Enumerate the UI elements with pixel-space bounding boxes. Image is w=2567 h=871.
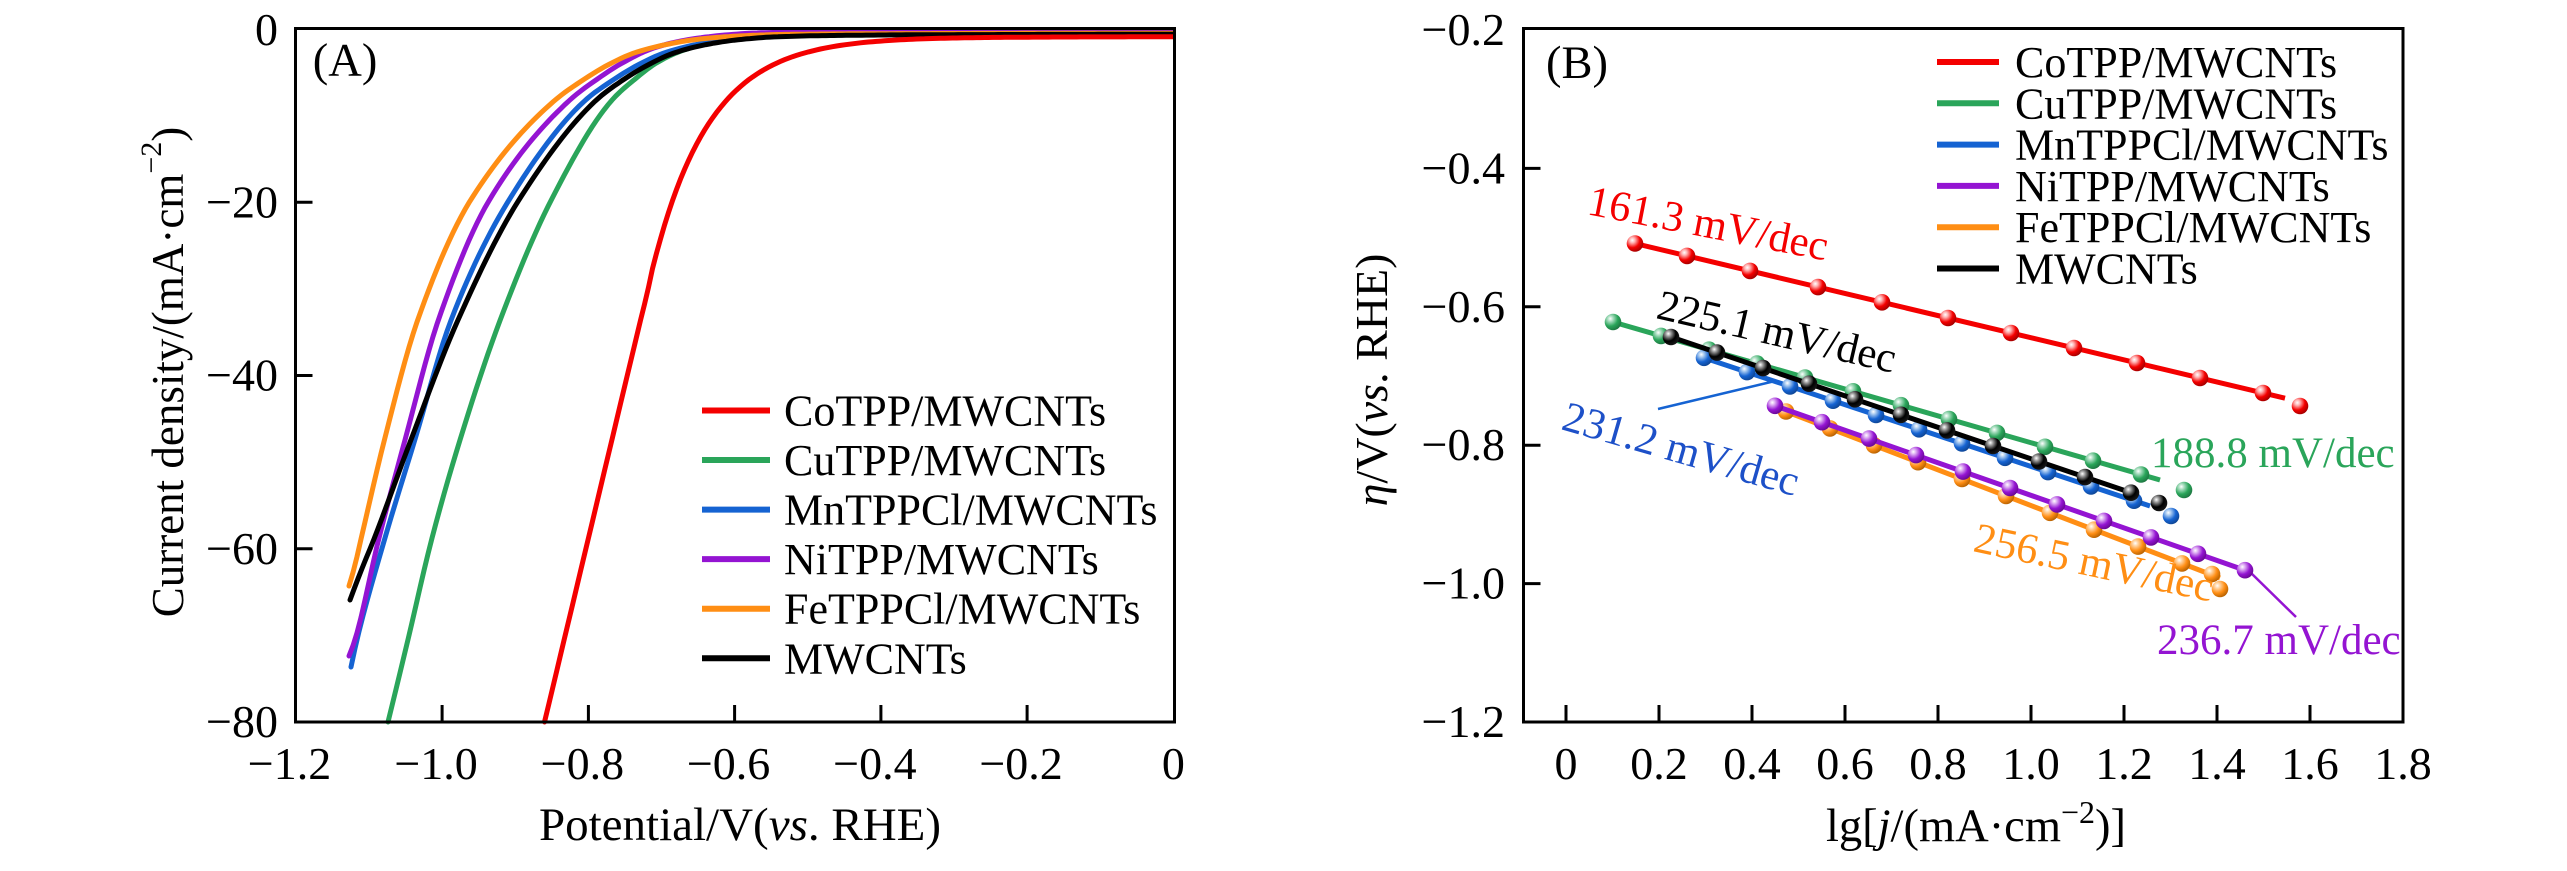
svg-text:−0.2: −0.2 [979, 738, 1062, 789]
svg-text:0: 0 [1162, 738, 1185, 789]
svg-text:CoTPP/MWCNTs: CoTPP/MWCNTs [784, 387, 1106, 436]
svg-text:MWCNTs: MWCNTs [784, 634, 967, 683]
svg-text:−80: −80 [206, 696, 278, 747]
svg-text:−1.2: −1.2 [1422, 696, 1505, 747]
svg-text:−0.2: −0.2 [1422, 4, 1505, 55]
svg-text:CuTPP/MWCNTs: CuTPP/MWCNTs [784, 436, 1106, 485]
svg-text:CuTPP/MWCNTs: CuTPP/MWCNTs [2015, 79, 2337, 128]
svg-text:η/V(vs. RHE): η/V(vs. RHE) [1346, 254, 1397, 507]
svg-text:−0.6: −0.6 [687, 738, 770, 789]
svg-text:−0.4: −0.4 [833, 738, 916, 789]
svg-text:188.8 mV/dec: 188.8 mV/dec [2151, 430, 2395, 477]
svg-text:−0.8: −0.8 [1422, 419, 1505, 470]
svg-text:(A): (A) [313, 35, 378, 86]
svg-text:MnTPPCl/MWCNTs: MnTPPCl/MWCNTs [2015, 121, 2388, 170]
svg-text:0.6: 0.6 [1816, 738, 1874, 789]
svg-text:lg[j/(mA·cm−2)]: lg[j/(mA·cm−2)] [1826, 794, 2126, 852]
svg-text:Potential/V(vs. RHE): Potential/V(vs. RHE) [539, 799, 941, 851]
svg-text:−0.8: −0.8 [541, 738, 624, 789]
svg-text:FeTPPCl/MWCNTs: FeTPPCl/MWCNTs [784, 585, 1140, 634]
svg-text:−0.6: −0.6 [1422, 281, 1505, 332]
svg-text:1.0: 1.0 [2002, 738, 2060, 789]
svg-text:1.2: 1.2 [2095, 738, 2153, 789]
svg-text:0: 0 [255, 4, 278, 55]
svg-text:0.4: 0.4 [1723, 738, 1781, 789]
svg-text:−40: −40 [206, 350, 278, 401]
svg-text:NiTPP/MWCNTs: NiTPP/MWCNTs [784, 535, 1099, 584]
svg-text:Current density/(mA·cm−2): Current density/(mA·cm−2) [135, 127, 193, 618]
svg-text:MnTPPCl/MWCNTs: MnTPPCl/MWCNTs [784, 486, 1157, 535]
svg-text:CoTPP/MWCNTs: CoTPP/MWCNTs [2015, 38, 2337, 87]
svg-text:FeTPPCl/MWCNTs: FeTPPCl/MWCNTs [2015, 203, 2371, 252]
svg-text:MWCNTs: MWCNTs [2015, 245, 2198, 294]
svg-text:−60: −60 [206, 523, 278, 574]
svg-text:1.6: 1.6 [2281, 738, 2339, 789]
svg-text:1.8: 1.8 [2374, 738, 2432, 789]
svg-text:0: 0 [1555, 738, 1578, 789]
svg-text:1.4: 1.4 [2188, 738, 2246, 789]
svg-text:−1.0: −1.0 [1422, 558, 1505, 609]
svg-text:236.7 mV/dec: 236.7 mV/dec [2157, 617, 2401, 664]
svg-text:0.2: 0.2 [1630, 738, 1688, 789]
svg-text:−20: −20 [206, 176, 278, 227]
svg-text:NiTPP/MWCNTs: NiTPP/MWCNTs [2015, 162, 2330, 211]
svg-text:0.8: 0.8 [1909, 738, 1967, 789]
svg-text:−1.2: −1.2 [248, 738, 331, 789]
svg-text:−1.0: −1.0 [394, 738, 477, 789]
svg-text:(B): (B) [1546, 38, 1608, 89]
svg-text:−0.4: −0.4 [1422, 142, 1505, 193]
